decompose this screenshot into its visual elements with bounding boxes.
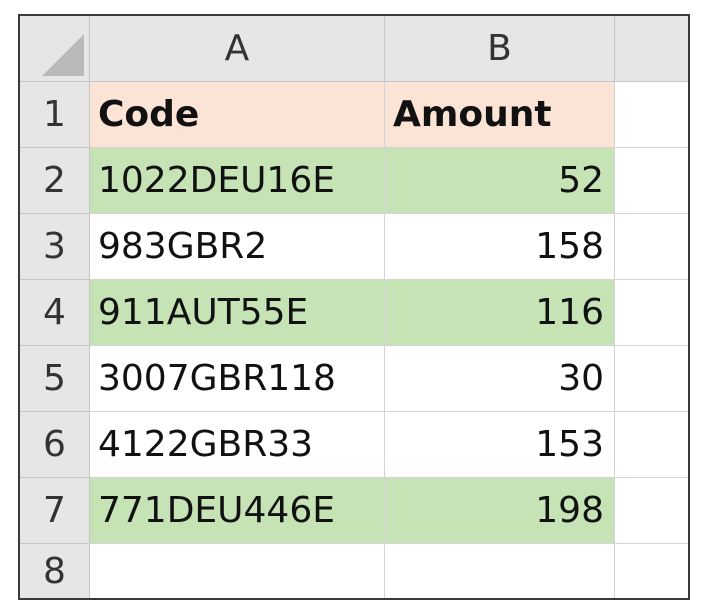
cell-c8[interactable] (615, 544, 688, 598)
table-row: 5 3007GBR118 30 (20, 346, 688, 412)
spreadsheet-grid: A B 1 Code Amount 2 1022DEU16E 52 3 983G… (20, 16, 688, 598)
table-row: 2 1022DEU16E 52 (20, 148, 688, 214)
column-header-a[interactable]: A (90, 16, 385, 82)
cell-a6-code[interactable]: 4122GBR33 (90, 412, 385, 478)
cell-a3-code[interactable]: 983GBR2 (90, 214, 385, 280)
cell-b3-amount[interactable]: 158 (385, 214, 615, 280)
row-header-6[interactable]: 6 (20, 412, 90, 478)
cell-c1[interactable] (615, 82, 688, 148)
column-header-b[interactable]: B (385, 16, 615, 82)
row-header-5[interactable]: 5 (20, 346, 90, 412)
spreadsheet-frame: A B 1 Code Amount 2 1022DEU16E 52 3 983G… (18, 14, 690, 600)
cell-b8[interactable] (385, 544, 615, 598)
cell-a7-code[interactable]: 771DEU446E (90, 478, 385, 544)
row-header-7[interactable]: 7 (20, 478, 90, 544)
row-header-4[interactable]: 4 (20, 280, 90, 346)
cell-c6[interactable] (615, 412, 688, 478)
cell-a4-code[interactable]: 911AUT55E (90, 280, 385, 346)
column-header-c[interactable] (615, 16, 688, 82)
select-all-triangle-icon (42, 34, 84, 76)
cell-b6-amount[interactable]: 153 (385, 412, 615, 478)
cell-c3[interactable] (615, 214, 688, 280)
row-header-8[interactable]: 8 (20, 544, 90, 598)
table-row: 7 771DEU446E 198 (20, 478, 688, 544)
column-header-row: A B (20, 16, 688, 82)
cell-c7[interactable] (615, 478, 688, 544)
cell-c4[interactable] (615, 280, 688, 346)
cell-a8[interactable] (90, 544, 385, 598)
select-all-corner[interactable] (20, 16, 90, 82)
row-header-1[interactable]: 1 (20, 82, 90, 148)
table-row: 6 4122GBR33 153 (20, 412, 688, 478)
table-row: 1 Code Amount (20, 82, 688, 148)
cell-b4-amount[interactable]: 116 (385, 280, 615, 346)
cell-b7-amount[interactable]: 198 (385, 478, 615, 544)
cell-a2-code[interactable]: 1022DEU16E (90, 148, 385, 214)
cell-c2[interactable] (615, 148, 688, 214)
table-row: 3 983GBR2 158 (20, 214, 688, 280)
cell-a5-code[interactable]: 3007GBR118 (90, 346, 385, 412)
cell-c5[interactable] (615, 346, 688, 412)
row-header-3[interactable]: 3 (20, 214, 90, 280)
row-header-2[interactable]: 2 (20, 148, 90, 214)
table-row: 4 911AUT55E 116 (20, 280, 688, 346)
table-row: 8 (20, 544, 688, 598)
cell-a1-code-header[interactable]: Code (90, 82, 385, 148)
cell-b5-amount[interactable]: 30 (385, 346, 615, 412)
cell-b2-amount[interactable]: 52 (385, 148, 615, 214)
cell-b1-amount-header[interactable]: Amount (385, 82, 615, 148)
